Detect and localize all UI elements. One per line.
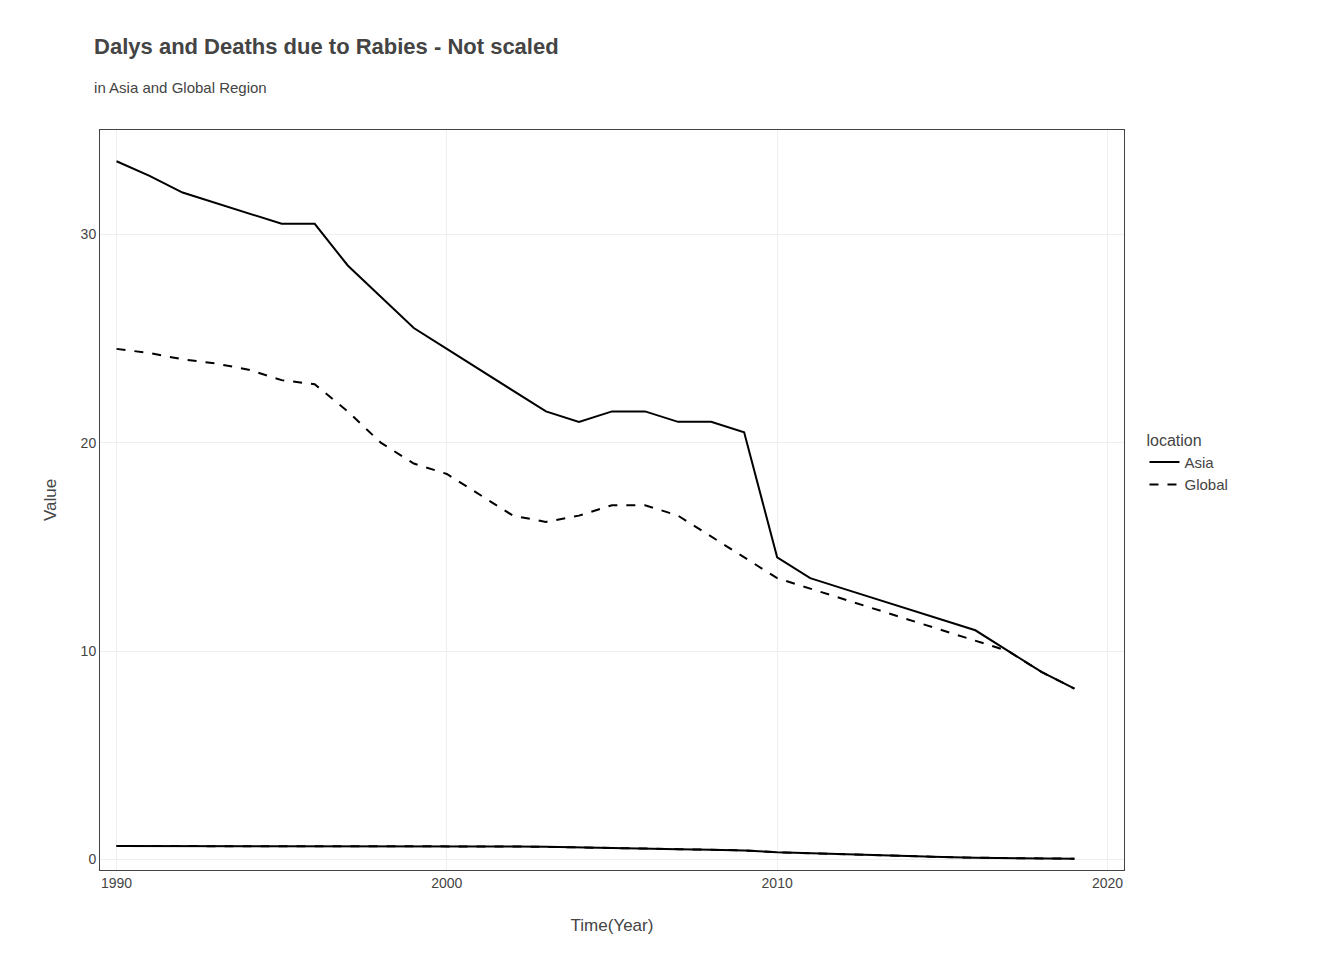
svg-text:location: location — [1146, 432, 1201, 449]
svg-text:Time(Year): Time(Year) — [571, 916, 654, 935]
svg-text:2020: 2020 — [1092, 875, 1123, 891]
svg-text:Value: Value — [41, 479, 60, 521]
svg-text:in Asia and Global Region: in Asia and Global Region — [94, 79, 267, 96]
svg-text:1990: 1990 — [101, 875, 132, 891]
svg-text:Dalys and Deaths due to Rabies: Dalys and Deaths due to Rabies - Not sca… — [94, 34, 559, 59]
svg-text:Asia: Asia — [1184, 454, 1214, 471]
svg-text:Global: Global — [1184, 476, 1227, 493]
svg-text:30: 30 — [81, 226, 97, 242]
svg-text:10: 10 — [81, 643, 97, 659]
svg-text:20: 20 — [81, 435, 97, 451]
svg-text:0: 0 — [88, 851, 96, 867]
svg-text:2010: 2010 — [762, 875, 793, 891]
svg-text:2000: 2000 — [431, 875, 462, 891]
